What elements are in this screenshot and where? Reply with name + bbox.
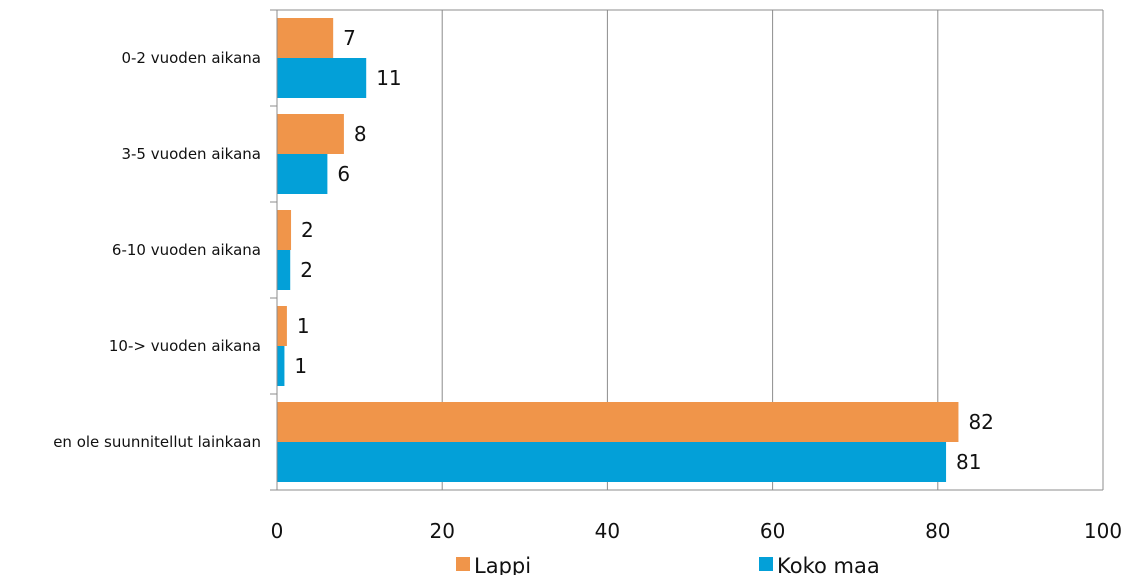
data-label: 6 — [337, 162, 350, 186]
data-label: 82 — [968, 410, 993, 434]
x-tick-label: 0 — [271, 519, 284, 543]
legend-label: Koko maa — [777, 554, 880, 575]
data-label: 81 — [956, 450, 981, 474]
bar — [277, 402, 959, 442]
data-label: 2 — [300, 258, 313, 282]
legend-label: Lappi — [474, 554, 531, 575]
category-label: 6-10 vuoden aikana — [112, 241, 261, 259]
data-label: 7 — [343, 26, 356, 50]
category-label: 3-5 vuoden aikana — [121, 145, 261, 163]
data-label: 2 — [301, 218, 314, 242]
category-label: 10-> vuoden aikana — [109, 337, 261, 355]
x-tick-label: 40 — [595, 519, 620, 543]
data-label: 1 — [297, 314, 310, 338]
x-tick-label: 100 — [1084, 519, 1122, 543]
legend: Lappi Koko maa — [456, 554, 880, 575]
x-tick-label: 80 — [925, 519, 950, 543]
category-label: en ole suunnitellut lainkaan — [53, 433, 261, 451]
data-label: 1 — [294, 354, 307, 378]
bar — [277, 306, 287, 346]
value-axis: 0 20 40 60 80 100 — [271, 519, 1122, 543]
bar — [277, 18, 334, 58]
category-label: 0-2 vuoden aikana — [121, 49, 261, 67]
x-tick-label: 20 — [429, 519, 454, 543]
bar — [277, 250, 291, 290]
bar — [277, 346, 285, 386]
gridlines — [277, 9, 1104, 491]
x-tick-label: 60 — [760, 519, 785, 543]
legend-swatch — [759, 557, 773, 571]
bar — [277, 58, 367, 98]
category-axis: 0-2 vuoden aikana 3-5 vuoden aikana 6-10 v… — [53, 9, 278, 491]
bar — [277, 114, 344, 154]
bar — [277, 154, 328, 194]
bar — [277, 210, 292, 250]
data-label: 8 — [354, 122, 367, 146]
data-label: 11 — [376, 66, 401, 90]
bar — [277, 442, 947, 482]
legend-swatch — [456, 557, 470, 571]
bars — [277, 18, 959, 482]
